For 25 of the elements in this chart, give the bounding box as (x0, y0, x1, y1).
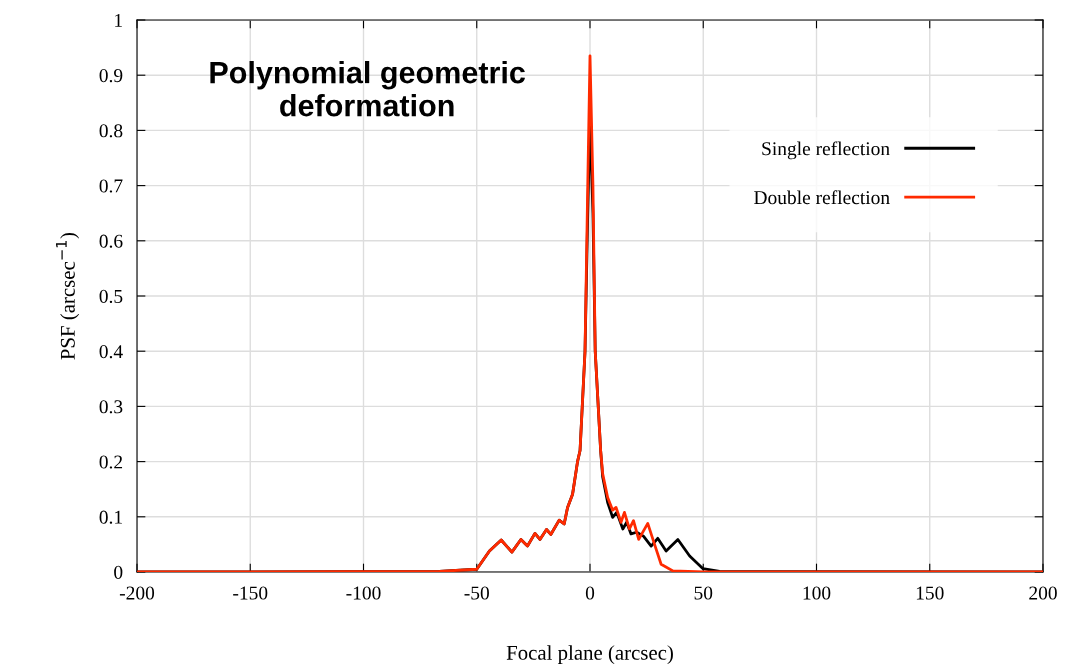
y-tick-label: 0.4 (99, 345, 123, 359)
y-tick-label: 0.6 (99, 234, 123, 248)
y-tick-label: 1 (115, 13, 122, 27)
y-tick-label: 0 (114, 565, 123, 579)
y-tick-label: 0.2 (99, 455, 123, 469)
x-tick-label: -150 (233, 586, 268, 600)
x-tick-label: 150 (916, 586, 944, 600)
legend-label: Double reflection (754, 190, 890, 205)
y-tick-label: 0.9 (99, 69, 123, 83)
annotation: Polynomial geometric deformation (210, 61, 525, 117)
y-tick-label: 0.1 (99, 510, 122, 524)
x-tick-label: 200 (1029, 586, 1057, 600)
x-axis-title: Focal plane (arcsec) (506, 645, 673, 665)
x-tick-label: -50 (464, 586, 489, 600)
x-tick-label: 0 (585, 586, 595, 600)
x-tick-label: -100 (346, 586, 381, 600)
y-tick-label: 0.5 (99, 289, 123, 304)
y-tick-label: 0.8 (99, 124, 123, 138)
x-tick-label: -200 (119, 586, 155, 600)
x-tick-label: 100 (803, 586, 831, 600)
y-tick-label: 0.7 (99, 179, 123, 193)
y-axis-title: PSF (arcsec$^{−1}$) (56, 232, 80, 360)
x-tick-label: 50 (694, 586, 713, 600)
y-tick-label: 0.3 (99, 400, 123, 414)
legend-label: Single reflection (762, 141, 890, 160)
